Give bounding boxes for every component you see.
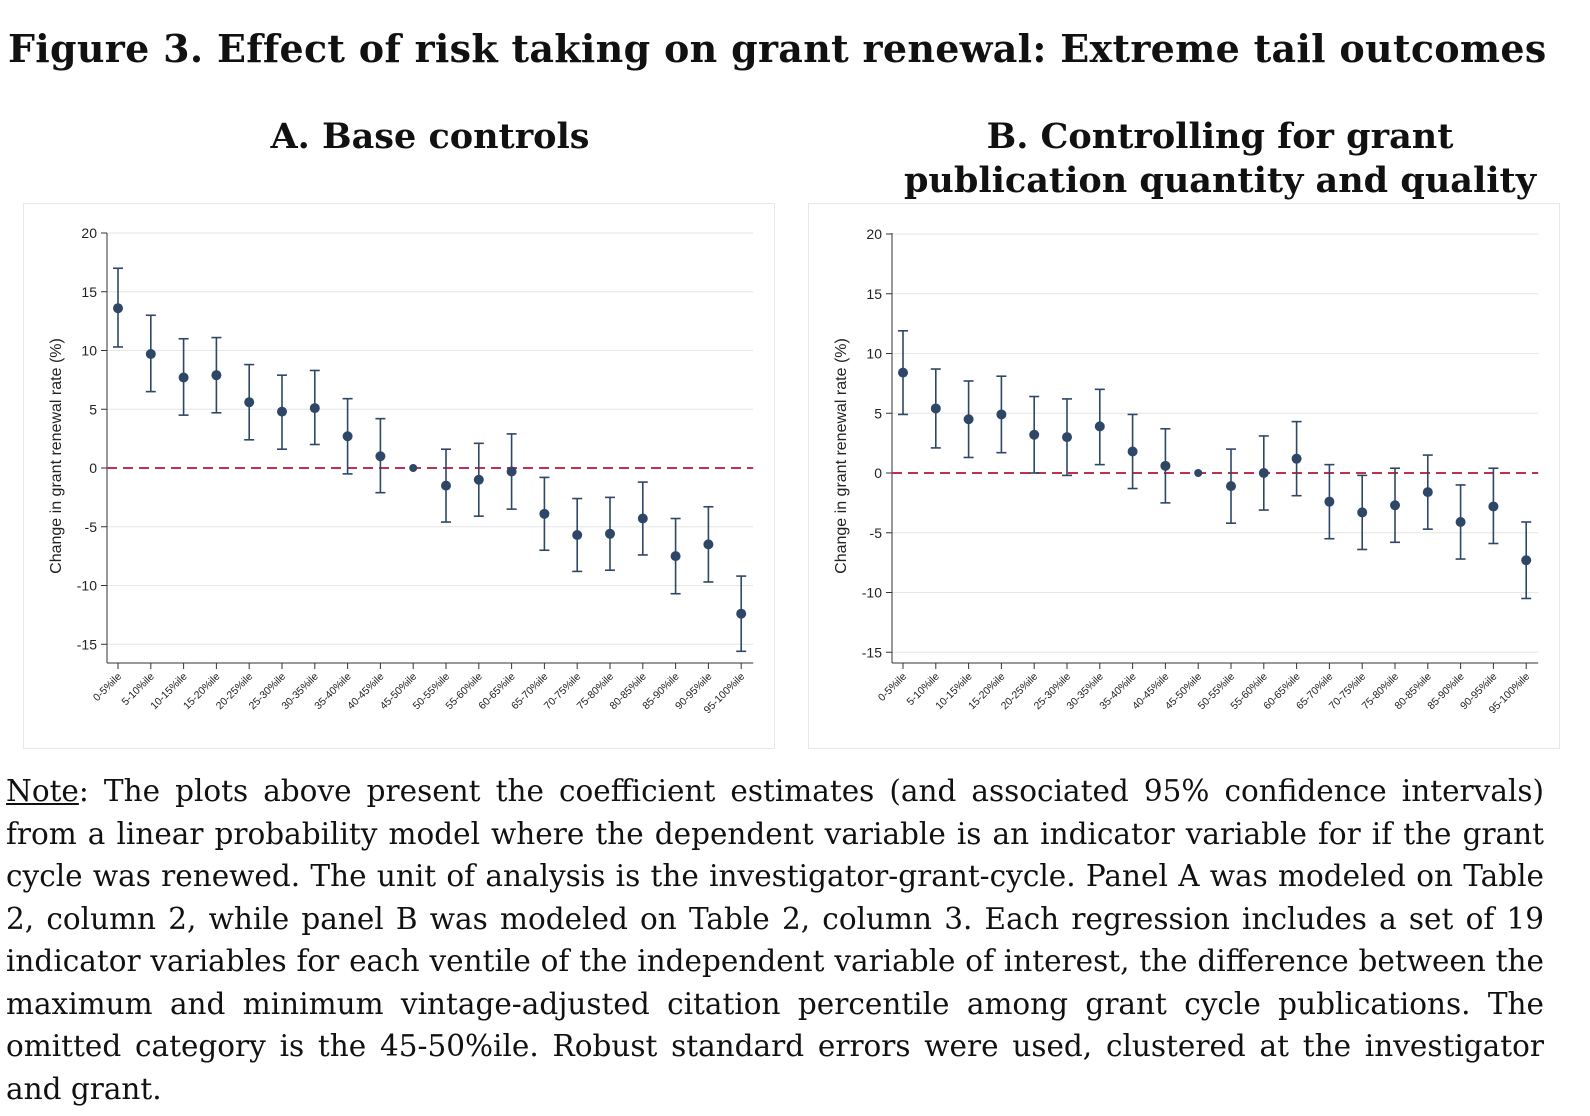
coefficient-point xyxy=(145,349,156,360)
coefficient-point xyxy=(1357,507,1368,518)
coefficient-point xyxy=(703,539,714,550)
coefficient-point xyxy=(244,397,255,408)
coefficient-point xyxy=(736,608,747,619)
y-tick-label: 20 xyxy=(81,225,97,241)
coefficient-point xyxy=(996,409,1007,420)
y-tick-label: 5 xyxy=(89,401,97,417)
coefficient-point xyxy=(309,403,320,414)
panel-b-chart: 20 15 10 5 0 -5 -10 -15 Change in grant renewal … xyxy=(808,203,1560,749)
y-tick-label: -5 xyxy=(870,525,883,541)
coefficient-point xyxy=(1094,421,1105,432)
coefficient-point xyxy=(1390,500,1400,511)
y-tick-label: -15 xyxy=(77,636,97,652)
coefficient-point xyxy=(930,403,941,414)
y-tick-label: -5 xyxy=(85,519,98,535)
coefficient-point xyxy=(1062,432,1072,443)
coefficient-point xyxy=(506,466,517,477)
y-tick-label: 10 xyxy=(866,346,882,362)
y-tick-label: 5 xyxy=(874,405,882,421)
coefficient-point xyxy=(211,370,222,381)
coefficient-point xyxy=(963,414,974,425)
plot-frame xyxy=(23,203,775,749)
coefficient-point xyxy=(1029,429,1040,440)
coefficient-point xyxy=(113,303,123,314)
coefficient-point xyxy=(409,464,418,472)
panel-b-svg: 20 15 10 5 0 -5 -10 -15 Change in grant renewal … xyxy=(808,203,1560,749)
figure-title: Figure 3. Effect of risk taking on grant… xyxy=(8,26,1547,71)
coefficient-point xyxy=(1291,453,1302,464)
y-tick-label: -10 xyxy=(77,578,97,594)
y-tick-label: 0 xyxy=(89,460,97,476)
coefficient-point xyxy=(1226,481,1236,492)
y-tick-label: 15 xyxy=(81,284,97,300)
y-tick-label: 0 xyxy=(874,465,882,481)
coefficient-point xyxy=(277,406,287,417)
coefficient-point xyxy=(898,367,908,378)
y-tick-label: 15 xyxy=(866,286,882,302)
y-tick-label: -15 xyxy=(862,644,882,660)
coefficient-point xyxy=(1160,460,1171,471)
panel-a-svg: 20 15 10 5 0 -5 -10 -15 Change in grant renewal … xyxy=(23,203,775,749)
y-tick-label: 20 xyxy=(866,226,882,242)
note-label: Note xyxy=(6,774,79,808)
coefficient-point xyxy=(473,474,484,485)
coefficient-point xyxy=(1258,468,1269,478)
coefficient-point xyxy=(572,529,583,540)
y-tick-label: 10 xyxy=(81,343,97,359)
figure-note: Note: The plots above present the coeffi… xyxy=(6,770,1544,1110)
y-axis-label: Change in grant renewal rate (%) xyxy=(833,338,850,574)
coefficient-point xyxy=(1455,516,1466,527)
coefficient-point xyxy=(1422,487,1433,498)
coefficient-point xyxy=(637,513,648,524)
coefficient-point xyxy=(670,551,681,562)
coefficient-point xyxy=(1521,555,1532,566)
note-text: : The plots above present the coefficien… xyxy=(6,774,1544,1106)
coefficient-point xyxy=(539,508,550,519)
coefficient-point xyxy=(1127,446,1138,457)
coefficient-point xyxy=(605,528,615,539)
y-axis-label: Change in grant renewal rate (%) xyxy=(48,338,65,574)
panel-a-title: A. Base controls xyxy=(270,116,590,157)
panel-b-title: B. Controlling for grant publication qua… xyxy=(903,116,1537,201)
coefficient-point xyxy=(1488,501,1499,512)
coefficient-point xyxy=(342,431,353,442)
coefficient-point xyxy=(375,451,386,462)
coefficient-point xyxy=(441,480,451,491)
coefficient-point xyxy=(1194,469,1203,477)
panel-a-chart: 20 15 10 5 0 -5 -10 -15 Change in grant renewal … xyxy=(23,203,775,749)
coefficient-point xyxy=(1324,496,1335,507)
plot-frame xyxy=(808,203,1560,749)
coefficient-point xyxy=(178,372,189,383)
y-tick-label: -10 xyxy=(862,585,882,601)
